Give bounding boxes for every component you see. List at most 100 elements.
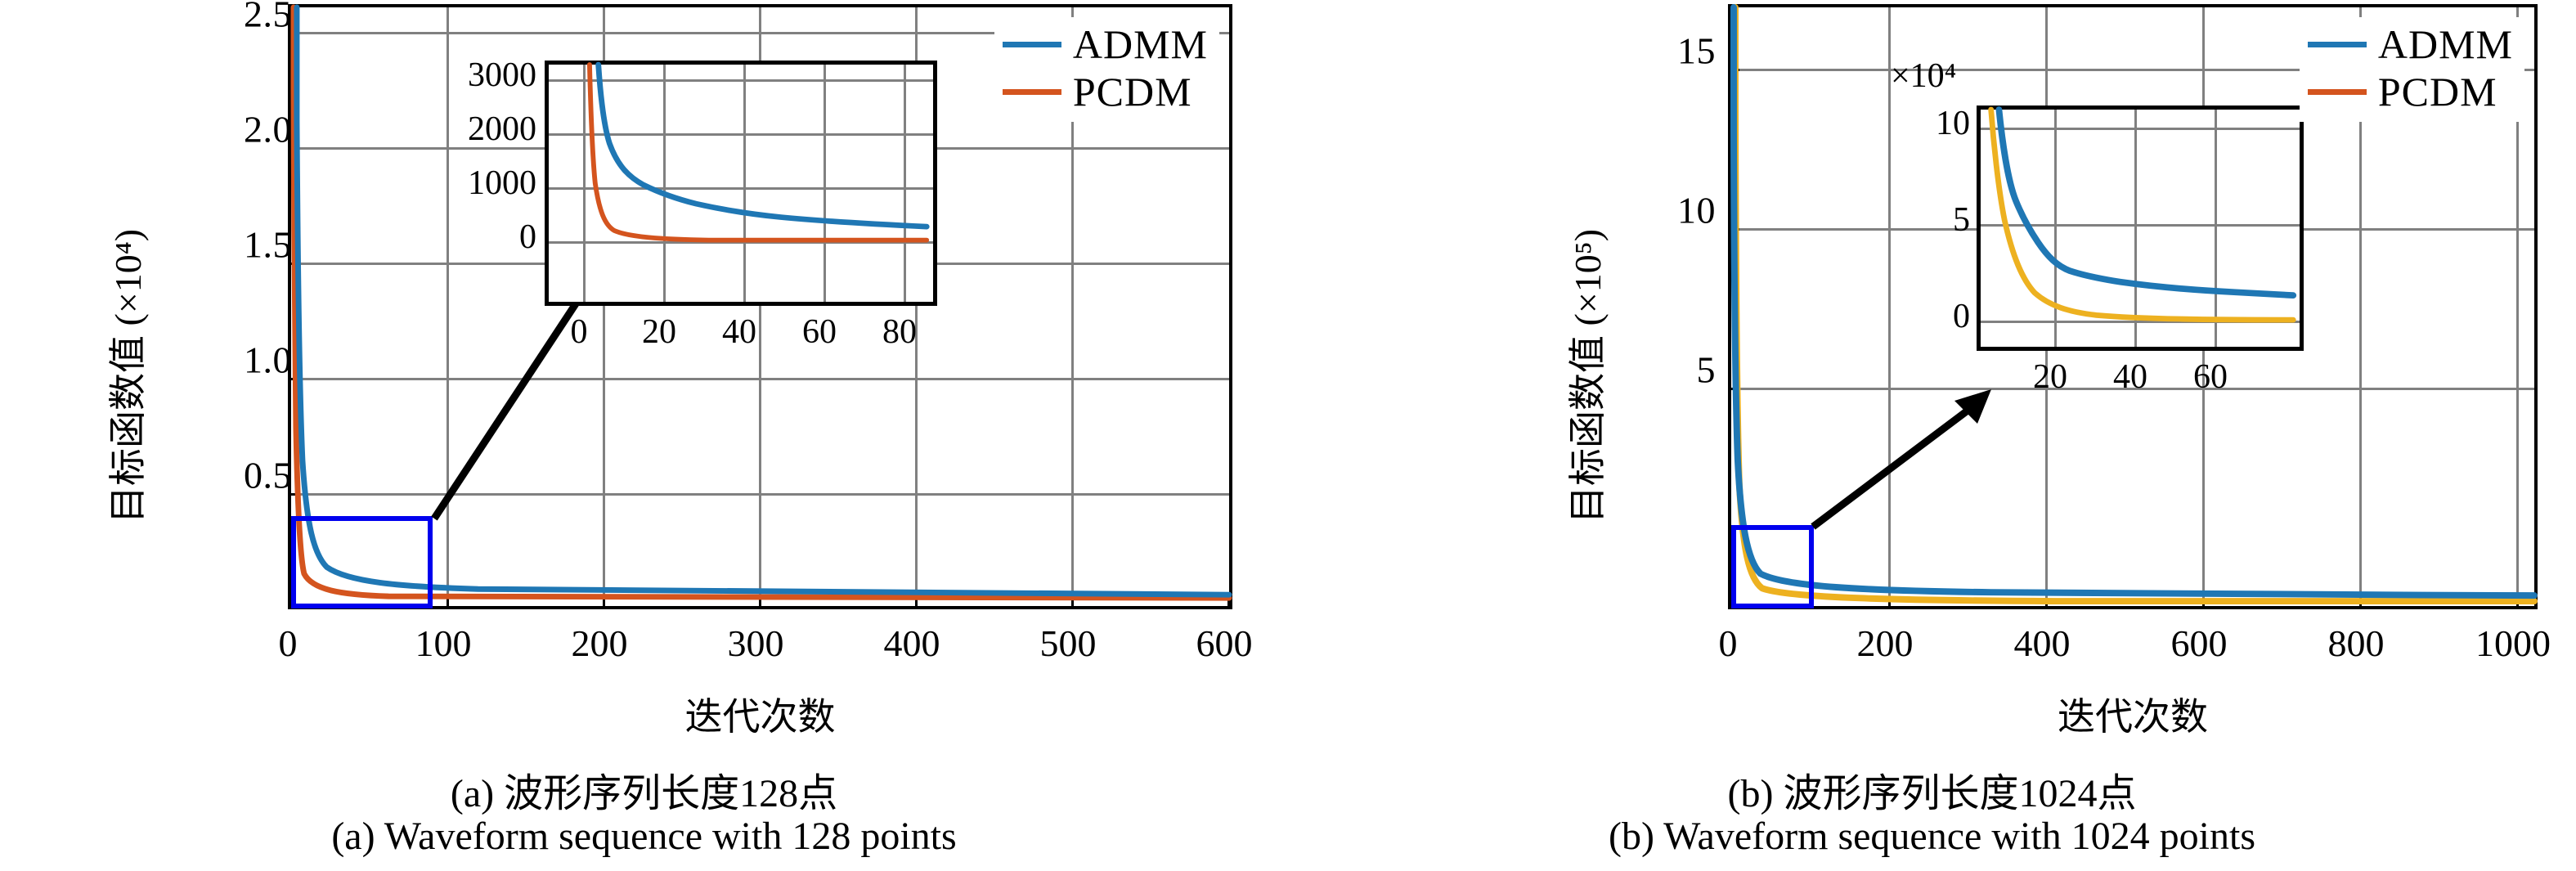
panel-b-inset-curve-admm bbox=[1995, 106, 2297, 299]
panel-a-gridline-x300 bbox=[759, 7, 761, 606]
panel-a-xtick-label-200: 200 bbox=[571, 622, 628, 664]
panel-b-inset-gridline-y5 bbox=[1981, 224, 2300, 227]
panel-a-inset-curves bbox=[587, 61, 930, 243]
panel-b-xtick-label-0: 0 bbox=[1718, 622, 1738, 664]
panel-b-curves bbox=[1730, 4, 2538, 605]
panel-b-legend-item-pcdm[interactable]: PCDM bbox=[2307, 68, 2513, 115]
panel-a-legend-label-pcdm: PCDM bbox=[1072, 69, 1192, 114]
panel-a-gridline-x500 bbox=[1071, 7, 1074, 606]
panel-a-zoom-rect bbox=[291, 516, 433, 608]
panel-b-legend-item-admm[interactable]: ADMM bbox=[2307, 20, 2513, 68]
panel-b-inset-ytick-0: 0 bbox=[1953, 298, 1970, 335]
panel-a-ytick-2.5: 2.5 bbox=[244, 0, 292, 35]
panel-b-xtick-label-200: 200 bbox=[1856, 622, 1914, 664]
panel-b-inset-gridline-x20 bbox=[2054, 110, 2057, 347]
panel-b-x-axis-title: 迭代次数 bbox=[2058, 696, 2208, 738]
panel-b-gridline-x800 bbox=[2359, 7, 2362, 606]
panel-a-curve-admm bbox=[294, 4, 1232, 598]
panel-a-curves bbox=[290, 4, 1232, 601]
panel-a-gridline-x400 bbox=[915, 7, 918, 606]
panel-b-gridline-x1000 bbox=[2516, 7, 2519, 606]
panel-b-inset-xtick-60: 60 bbox=[2193, 358, 2228, 396]
panel-a-xtick-300 bbox=[759, 598, 761, 607]
panel-a-ytick-0.5: 0.5 bbox=[244, 454, 292, 496]
panel-a-inset-curve-pcdm bbox=[587, 62, 930, 243]
panel-a-inset-ytick-3000: 3000 bbox=[468, 56, 536, 94]
panel-a-gridline-x100 bbox=[447, 7, 449, 606]
panel-b-inset-gridline-x60 bbox=[2215, 110, 2217, 347]
panel-b-inset-multiplier: ×10⁴ bbox=[1891, 57, 1957, 95]
panel-a-inset-xtick-80: 80 bbox=[882, 313, 917, 351]
panel-b-zoom-arrow bbox=[1811, 389, 1991, 530]
panel-a-inset-gridline-y1000 bbox=[549, 187, 933, 190]
panel-b-gridline-y5 bbox=[1731, 388, 2534, 390]
panel-a-curve-pcdm bbox=[290, 4, 1232, 601]
panel-a-x-axis-title: 迭代次数 bbox=[684, 696, 836, 738]
panel-a-inset-plot bbox=[545, 61, 937, 306]
panel-a-inset-gridline-x20 bbox=[663, 65, 666, 302]
panel-b-ytick-15: 15 bbox=[1677, 29, 1716, 72]
panel-a-plot-area: 3000 2000 1000 0 bbox=[288, 4, 1232, 609]
panel-b-caption-cn: (b) 波形序列长度1024点 bbox=[1727, 772, 2137, 815]
panel-b: 目标函数值 (×10⁵) 15 10 5 bbox=[1288, 0, 2576, 871]
panel-a-xtick-label-0: 0 bbox=[278, 622, 298, 664]
panel-a-ytick-1.5: 1.5 bbox=[244, 223, 292, 266]
panel-a-inset-xtick-20: 20 bbox=[642, 313, 676, 351]
panel-a-inset-gridline-y0 bbox=[549, 241, 933, 244]
panel-a-legend-label-admm: ADMM bbox=[1072, 21, 1208, 67]
panel-a-gridline-y2.5 bbox=[291, 32, 1229, 34]
panel-a-xtick-600 bbox=[1227, 598, 1230, 607]
panel-a-xtick-label-600: 600 bbox=[1196, 622, 1253, 664]
panel-a-ytick-2.0: 2.0 bbox=[244, 108, 292, 150]
panel-b-xtick-label-400: 400 bbox=[2013, 622, 2071, 664]
panel-b-gridline-x200 bbox=[1888, 7, 1891, 606]
panel-b-inset-gridline-x40 bbox=[2134, 110, 2137, 347]
panel-a-legend-swatch-admm bbox=[1002, 41, 1061, 47]
panel-b-caption-en: (b) Waveform sequence with 1024 points bbox=[1608, 815, 2256, 858]
panel-a-caption-en: (a) Waveform sequence with 128 points bbox=[331, 815, 957, 858]
panel-b-legend: ADMM PCDM bbox=[2299, 17, 2524, 122]
panel-a-inset-curve-admm bbox=[595, 61, 930, 230]
panel-a-inset-gridline-x80 bbox=[904, 65, 906, 302]
panel-a-inset-ytick-0: 0 bbox=[519, 218, 536, 256]
panel-a-inset-ytick-1000: 1000 bbox=[468, 164, 536, 202]
panel-a-inset-gridline-y2000 bbox=[549, 133, 933, 136]
panel-a-inset-xtick-60: 60 bbox=[802, 313, 837, 351]
panel-a-y-axis-title: 目标函数值 (×10⁴) bbox=[107, 228, 149, 523]
panel-a-legend-item-admm[interactable]: ADMM bbox=[1002, 20, 1208, 68]
panel-b-inset-curves bbox=[1988, 106, 2297, 323]
panel-b-inset-curve-pcdm bbox=[1988, 106, 2296, 323]
panel-b-inset-ytick-10: 10 bbox=[1936, 105, 1970, 142]
panel-b-inset-gridline-y0 bbox=[1981, 321, 2300, 323]
panel-a-xtick-200 bbox=[603, 598, 605, 607]
panel-b-ytick-5: 5 bbox=[1696, 348, 1716, 391]
panel-a-gridline-x200 bbox=[603, 7, 605, 606]
panel-b-xtick-200 bbox=[1888, 598, 1891, 607]
panel-a-caption-cn: (a) 波形序列长度128点 bbox=[450, 772, 838, 815]
panel-a-inset-gridline-y3000 bbox=[549, 79, 933, 82]
panel-a-xtick-500 bbox=[1071, 598, 1074, 607]
panel-a-ytick-1.0: 1.0 bbox=[244, 339, 292, 381]
panel-b-inset-xtick-20: 20 bbox=[2033, 358, 2067, 396]
panel-a-inset-gridline-x40 bbox=[743, 65, 746, 302]
panel-b-curve-admm bbox=[1730, 4, 2538, 599]
panel-b-inset-wrapper: ×10⁴ 10 5 0 20 40 bbox=[1891, 57, 2304, 396]
panel-a-gridline-y0.5 bbox=[291, 493, 1229, 496]
panel-b-zoom-rect bbox=[1731, 525, 1814, 608]
panel-a-inset-gridline-x60 bbox=[824, 65, 826, 302]
panel-b-inset-gridline-y10 bbox=[1981, 128, 2300, 130]
panel-a-xtick-100 bbox=[447, 598, 449, 607]
panel-a-inset-wrapper: 3000 2000 1000 0 bbox=[468, 56, 937, 351]
panel-a-legend-item-pcdm[interactable]: PCDM bbox=[1002, 68, 1208, 115]
panel-a-inset-xtick-0: 0 bbox=[570, 313, 588, 351]
panel-b-inset-ytick-5: 5 bbox=[1953, 201, 1970, 239]
panel-b-inset-xtick-40: 40 bbox=[2113, 358, 2147, 396]
panel-b-xtick-label-1000: 1000 bbox=[2475, 622, 2551, 664]
panel-a-inset-xtick-40: 40 bbox=[722, 313, 756, 351]
panel-a-gridline-y1.0 bbox=[291, 378, 1229, 380]
panel-b-xtick-label-600: 600 bbox=[2170, 622, 2228, 664]
panel-a-ytickmark-0.5 bbox=[290, 493, 299, 496]
panel-a: 目标函数值 (×10⁴) 2.5 2.0 1.5 1.0 0.5 bbox=[107, 0, 1253, 858]
panel-b-legend-swatch-pcdm bbox=[2307, 88, 2367, 95]
